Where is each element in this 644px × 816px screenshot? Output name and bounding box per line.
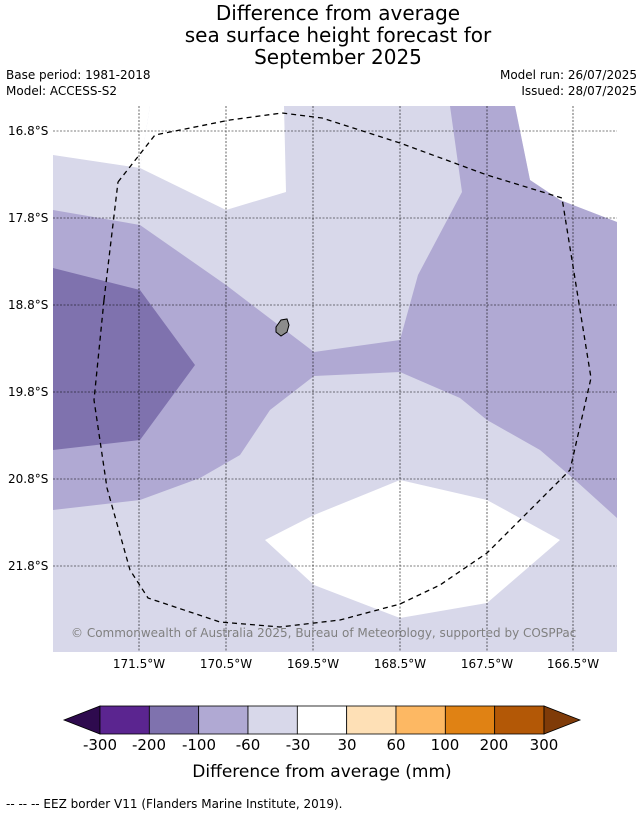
contour-level-neg100	[53, 268, 195, 450]
colorbar-tick-label: -60	[235, 736, 261, 754]
colorbar-tick-label: 30	[337, 736, 357, 754]
contour-white-north	[140, 106, 286, 210]
colorbar-title: Difference from average (mm)	[192, 762, 452, 782]
y-tick-label: 21.8°S	[8, 559, 49, 573]
colorbar-tick-label: -300	[82, 736, 118, 754]
island-niue	[275, 318, 290, 337]
colorbar-extend-low	[62, 705, 101, 735]
colorbar-segment	[494, 705, 545, 735]
map-contours	[53, 106, 617, 652]
colorbar-segment	[296, 705, 348, 735]
colorbar-segment	[148, 705, 200, 735]
colorbar-extend-high	[543, 705, 582, 735]
colorbar-segment	[346, 705, 397, 735]
x-tick-label: 171.5°W	[112, 657, 166, 671]
eez-legend-note: -- -- -- EEZ border V11 (Flanders Marine…	[6, 797, 343, 811]
meta-left: Base period: 1981-2018 Model: ACCESS-S2	[6, 67, 151, 99]
colorbar-tick-label: 300	[529, 736, 559, 754]
y-tick-label: 17.8°S	[8, 211, 49, 225]
base-period: Base period: 1981-2018	[6, 68, 151, 82]
x-tick-label: 168.5°W	[373, 657, 427, 671]
title-line-1: Difference from average	[215, 1, 461, 25]
copyright-notice: © Commonwealth of Australia 2025, Bureau…	[71, 626, 577, 640]
x-tick-label: 167.5°W	[460, 657, 514, 671]
graticule	[53, 106, 617, 652]
colorbar-tick-label: -100	[181, 736, 217, 754]
x-tick-label: 169.5°W	[286, 657, 340, 671]
x-tick-label: 170.5°W	[199, 657, 253, 671]
y-tick-label: 19.8°S	[8, 385, 49, 399]
title-line-2: sea surface height forecast for	[184, 23, 492, 47]
y-tick-label: 18.8°S	[8, 298, 49, 312]
contour-level-neg60	[53, 106, 617, 518]
y-tick-label: 16.8°S	[8, 124, 49, 138]
colorbar-tick-label: 60	[386, 736, 406, 754]
colorbar-segment	[198, 705, 249, 735]
model-run: Model run: 26/07/2025	[499, 68, 637, 82]
colorbar-segment	[99, 705, 150, 735]
y-tick-label: 20.8°S	[8, 472, 49, 486]
colorbar-tick-label: 200	[479, 736, 509, 754]
colorbar-segment	[247, 705, 298, 735]
title-line-3: September 2025	[254, 45, 422, 69]
model-name: Model: ACCESS-S2	[6, 84, 118, 98]
colorbar-tick-label: -30	[285, 736, 311, 754]
issued-date: Issued: 28/07/2025	[521, 84, 637, 98]
colorbar-segment	[444, 705, 496, 735]
colorbar-tick-label: -200	[131, 736, 167, 754]
contour-white-northeast	[515, 106, 617, 222]
contour-white-northwest	[53, 106, 150, 168]
colorbar-segment	[395, 705, 446, 735]
eez-border	[93, 112, 592, 628]
map-title: Difference from average sea surface heig…	[0, 2, 644, 68]
colorbar-tick-label: 100	[430, 736, 460, 754]
x-tick-label: 166.5°W	[546, 657, 600, 671]
meta-right: Model run: 26/07/2025 Issued: 28/07/2025	[500, 67, 637, 99]
contour-white-south	[265, 480, 560, 618]
